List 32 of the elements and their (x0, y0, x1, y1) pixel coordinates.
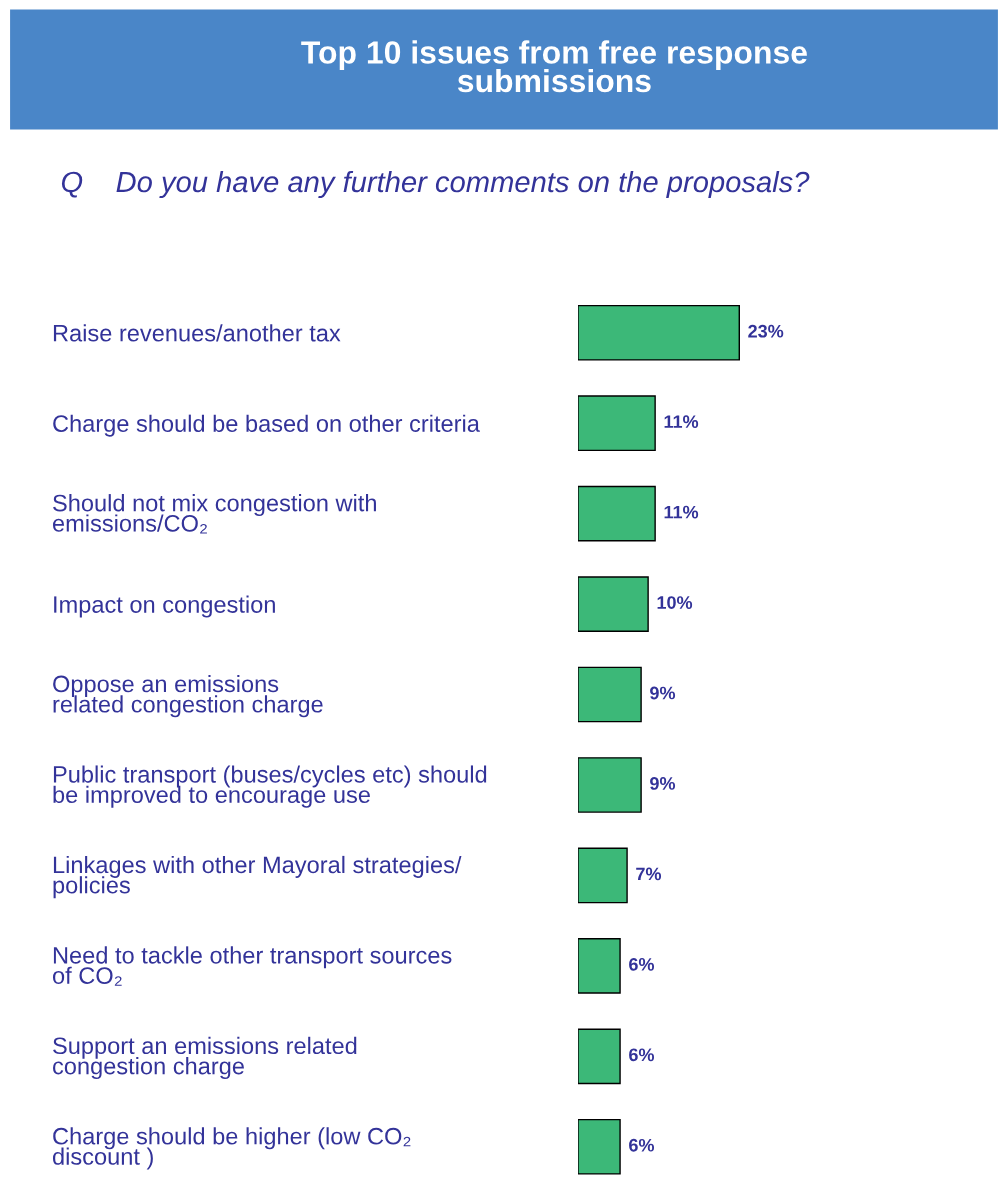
bar (578, 1118, 621, 1175)
data-label: 6% (629, 1048, 655, 1062)
y-tick-label: Oppose an emissions related congestion charge (53, 674, 323, 718)
y-tick-label: Impact on congestion (54, 595, 275, 618)
data-label: 9% (650, 777, 676, 790)
bar (578, 1028, 621, 1085)
chart-subtitle: Q Do you have any further comments on the proposals? (61, 170, 810, 199)
bar (578, 666, 642, 723)
bar (578, 395, 656, 452)
data-label: 7% (636, 867, 662, 881)
bar (578, 757, 642, 813)
y-tick-label: Charge should be based on other criteria (53, 414, 480, 437)
y-tick-label: Should not mix congestion with emissions/CO₂ (53, 494, 376, 534)
y-tick-label: Charge should be higher (low CO₂ discount ) (52, 1127, 411, 1170)
data-label: 9% (650, 686, 676, 700)
data-label: 11% (664, 415, 699, 428)
y-tick-label: Support an emissions related congestion charge (53, 1036, 357, 1080)
bar (578, 304, 740, 361)
y-tick-label: Need to tackle other transport sources of CO₂ (52, 946, 452, 986)
bar (578, 938, 621, 994)
y-tick-label: Raise revenues/another tax (53, 324, 341, 342)
data-label: 11% (664, 505, 699, 519)
bar (578, 576, 649, 632)
bar (578, 847, 628, 904)
y-tick-label: Public transport (buses/cycles etc) should be improved to encourage use (53, 765, 487, 808)
data-label: 6% (629, 957, 655, 971)
bar (578, 485, 656, 542)
data-label: 6% (629, 1138, 655, 1152)
data-label: 10% (657, 596, 693, 609)
y-tick-label: Linkages with other Mayoral strategies/ policies (53, 855, 462, 899)
data-label: 23% (748, 324, 784, 338)
chart-title: Top 10 issues from free response submissions (301, 40, 807, 93)
